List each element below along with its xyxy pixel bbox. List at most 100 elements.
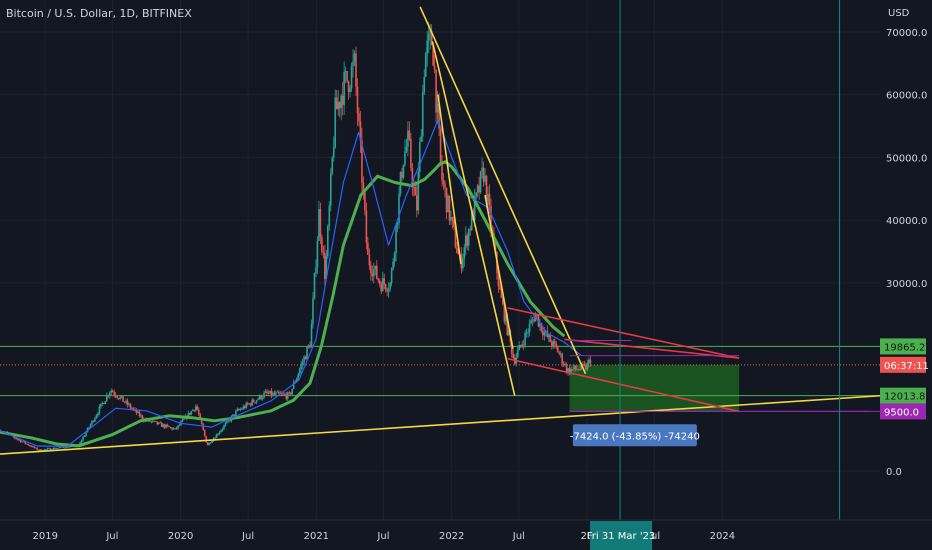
candle-body <box>478 185 480 193</box>
candle-body <box>313 273 316 299</box>
x-tick-label: 2022 <box>439 531 464 542</box>
candle-body <box>80 440 83 443</box>
candle-body <box>236 409 239 412</box>
candle-body <box>506 315 509 335</box>
moving-averages <box>0 119 582 448</box>
candle-body <box>387 289 390 292</box>
candle-body <box>240 409 243 410</box>
candle-body <box>518 344 520 351</box>
candle-body <box>324 252 326 280</box>
candle-body <box>411 167 414 188</box>
candle-body <box>433 65 436 70</box>
candle-body <box>141 415 144 420</box>
candle-body <box>289 392 292 395</box>
candle-body <box>528 323 531 332</box>
candle-body <box>316 240 319 268</box>
candle-body <box>248 403 251 405</box>
candle-body <box>45 449 47 451</box>
candle-body <box>214 437 216 439</box>
y-tick-label: 50000.0 <box>886 153 927 164</box>
candle-body <box>552 340 555 347</box>
candle-body <box>153 420 156 422</box>
axis-tags: 19865.2 12013.8 9500.0 06:37:11 Fri 31 Mar '… <box>587 338 929 550</box>
candle-body <box>91 420 93 425</box>
candle-body <box>524 332 526 346</box>
measure-label-text: -7424.0 (-43.85%) -74240 <box>570 431 700 442</box>
price-tag-box <box>880 387 926 404</box>
candle-body <box>307 345 310 348</box>
candle-body <box>264 391 267 394</box>
candle-body <box>242 406 245 410</box>
candle-body <box>466 235 469 246</box>
horizontal-levels <box>0 345 880 412</box>
candle-body <box>52 447 55 450</box>
candle-body <box>410 138 412 168</box>
candle-body <box>312 298 314 325</box>
candle-body <box>576 369 578 371</box>
candle-body <box>404 151 406 165</box>
candle-body <box>389 283 391 290</box>
candle-body <box>113 392 116 395</box>
candle-body <box>346 71 348 82</box>
candle-body <box>189 412 191 415</box>
candle-body <box>413 187 415 188</box>
y-tick-label: 30000.0 <box>886 279 927 290</box>
candle-body <box>82 437 84 441</box>
candle-body <box>573 365 575 370</box>
x-tick-label: 2019 <box>33 531 58 542</box>
candle-body <box>125 400 127 403</box>
candle-body <box>116 396 118 398</box>
candle-body <box>205 435 207 443</box>
candle-body <box>162 424 164 427</box>
candle-body <box>540 323 543 331</box>
candle-body <box>110 390 113 393</box>
candle-body <box>175 427 178 429</box>
candle-body <box>178 424 181 426</box>
candle-body <box>106 395 108 402</box>
candle-body <box>135 409 138 413</box>
candle-body <box>564 364 566 366</box>
candle-body <box>555 343 558 347</box>
candle-body <box>298 369 301 375</box>
candle-body <box>565 364 568 373</box>
candle-body <box>396 222 399 225</box>
candle-body <box>338 102 341 109</box>
moving-average-short-line <box>0 119 582 448</box>
candle-body <box>36 447 38 450</box>
candle-body <box>150 421 153 423</box>
candle-body <box>174 427 176 429</box>
candle-body <box>444 184 446 188</box>
candle-body <box>582 363 584 365</box>
candle-body <box>252 399 255 403</box>
candle-body <box>408 130 411 139</box>
channel <box>507 307 740 359</box>
candle-body <box>300 364 302 370</box>
trendline <box>419 6 587 375</box>
candle-body <box>358 113 360 122</box>
candle-body <box>327 226 329 257</box>
candle-body <box>551 342 553 347</box>
candle-body <box>448 195 451 221</box>
candle-body <box>359 121 362 141</box>
candle-body <box>416 195 418 211</box>
price-tag-label: 9500.0 <box>884 407 919 418</box>
candle-body <box>487 193 489 204</box>
candle-body <box>510 341 513 354</box>
candle-body <box>278 391 280 394</box>
candle-body <box>160 422 163 427</box>
x-tick-label: 2021 <box>304 531 329 542</box>
y-tick-label: 70000.0 <box>886 28 927 39</box>
candle-body <box>31 446 34 448</box>
candle-body <box>27 443 29 446</box>
candle-body <box>505 315 507 322</box>
candle-body <box>233 414 236 416</box>
candle-body <box>568 368 571 374</box>
candle-body <box>393 253 396 262</box>
candle-body <box>432 44 434 66</box>
candle-body <box>226 420 228 424</box>
candle-body <box>61 446 64 448</box>
candle-body <box>304 356 307 360</box>
grid-lines <box>0 0 880 520</box>
candle-body <box>588 359 590 364</box>
